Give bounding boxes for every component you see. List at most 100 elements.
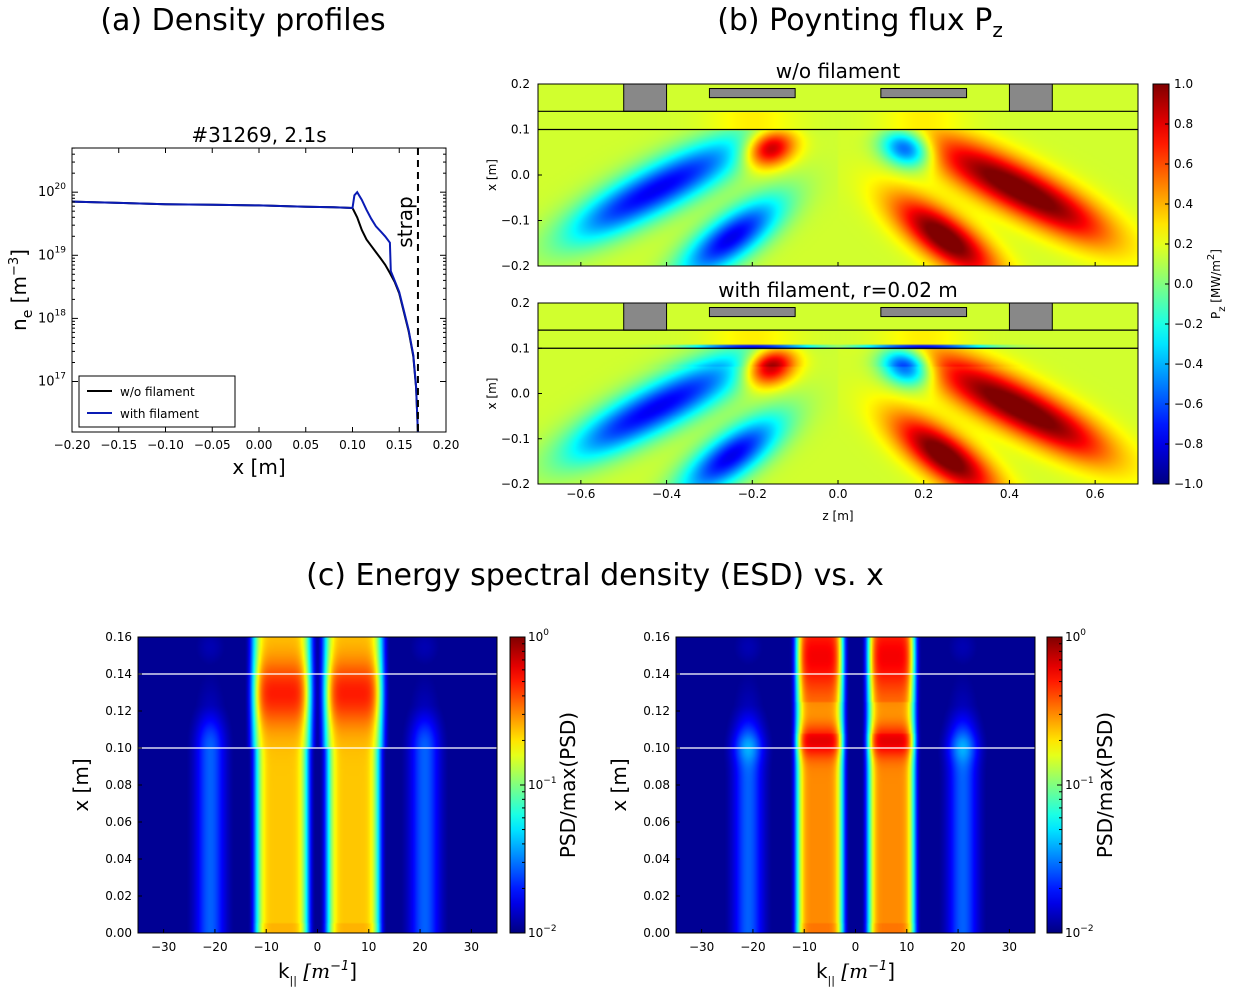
poynting-y-axis-label-1: x [m]: [485, 378, 499, 410]
esd-x-tick-label: 30: [464, 940, 479, 954]
density-legend-label-1: with filament: [120, 407, 199, 421]
poynting-y-tick-label: −0.2: [501, 477, 530, 491]
esd-y-tick-label: 0.08: [643, 778, 670, 792]
density-y-tick-label: 1020: [38, 182, 66, 200]
poynting-y-tick-label: 0.2: [511, 296, 530, 310]
section-title-c: (c) Energy spectral density (ESD) vs. x: [306, 558, 884, 593]
density-y-tick-label: 1019: [38, 245, 66, 263]
esd-colorbar-tick-label: 10−2: [1065, 924, 1094, 940]
poynting-x-tick-label: 0.4: [1000, 487, 1019, 501]
density-legend: w/o filament with filament: [78, 375, 236, 428]
density-x-tick-label: 0.05: [292, 438, 319, 452]
poynting-colorbar-tick-label: −0.6: [1174, 397, 1203, 411]
esd-y-tick-label: 0.00: [643, 926, 670, 940]
esd-x-tick-label: −30: [151, 940, 176, 954]
esd-y-tick-label: 0.02: [643, 889, 670, 903]
esd-y-tick-label: 0.04: [643, 852, 670, 866]
antenna-strap-0: [708, 307, 796, 318]
density-legend-label-0: w/o filament: [120, 385, 195, 399]
poynting-panel-title-0: w/o filament: [776, 59, 901, 83]
poynting-x-tick-label: −0.2: [738, 487, 767, 501]
esd-x-tick-label: 20: [950, 940, 965, 954]
density-profile-chart: #31269, 2.1s strap −0.20 −0.15 −0.10 −0.05 0.0…: [7, 123, 459, 479]
density-x-tick-label: −0.20: [54, 438, 91, 452]
density-y-tick-label: 1017: [38, 372, 66, 390]
esd-y-axis-label-1: x [m]: [607, 758, 631, 811]
poynting-panel-1: with filament, r=0.02 m −0.2 −0.1 0.0 0.1 0.2…: [485, 278, 1139, 491]
esd-y-tick-label: 0.12: [643, 704, 670, 718]
poynting-colorbar-tick-label: −0.2: [1174, 317, 1203, 331]
density-chart-title: #31269, 2.1s: [191, 123, 326, 147]
esd-x-tick-label: 10: [361, 940, 376, 954]
poynting-panel-0: w/o filament −0.2 −0.1 0.0 0.1 0.2 x [m]: [485, 59, 1139, 273]
poynting-colorbar-tick-label: 0.0: [1174, 277, 1193, 291]
antenna-strap-0: [708, 88, 796, 99]
poynting-y-axis-label-0: x [m]: [485, 159, 499, 191]
esd-x-tick-label: −30: [689, 940, 714, 954]
esd-y-tick-label: 0.16: [643, 630, 670, 644]
antenna-strap-1: [880, 88, 968, 99]
esd-y-tick-label: 0.08: [105, 778, 132, 792]
poynting-y-tick-label: 0.2: [511, 77, 530, 91]
poynting-x-tick-label: −0.4: [652, 487, 681, 501]
poynting-x-tick-label: 0.6: [1086, 487, 1105, 501]
esd-x-tick-label: −20: [202, 940, 227, 954]
poynting-colorbar-tick-label: −0.8: [1174, 437, 1203, 451]
esd-colorbar-tick-label: 100: [528, 628, 549, 644]
density-x-tick-label: 0.00: [246, 438, 273, 452]
density-series-line-1: [71, 190, 419, 433]
esd-x-tick-label: 0: [314, 940, 322, 954]
esd-y-tick-label: 0.14: [105, 667, 132, 681]
poynting-colorbar-tick-label: 0.4: [1174, 197, 1193, 211]
antenna-strap-1: [880, 307, 968, 318]
esd-y-tick-label: 0.14: [643, 667, 670, 681]
esd-panel-1: 0.00 0.02 0.04 0.06 0.08 0.10 0.12 0.14 0.16 −30 −…: [607, 628, 1117, 987]
esd-x-tick-label: 20: [412, 940, 427, 954]
poynting-colorbar-label: Pz [MW/m2]: [1206, 249, 1228, 319]
esd-y-tick-label: 0.06: [105, 815, 132, 829]
poynting-heatmap-0: [538, 84, 1138, 266]
poynting-colorbar-tick-label: −1.0: [1174, 477, 1203, 491]
esd-panel-0: 0.00 0.02 0.04 0.06 0.08 0.10 0.12 0.14 0.16 −30 −…: [69, 628, 580, 987]
poynting-colorbar-tick-label: 1.0: [1174, 77, 1193, 91]
esd-y-tick-label: 0.16: [105, 630, 132, 644]
density-x-tick-label: 0.20: [433, 438, 460, 452]
poynting-y-tick-label: −0.2: [501, 259, 530, 273]
poynting-colorbar-tick-label: −0.4: [1174, 357, 1203, 371]
esd-x-axis-label-1: k|| [m−1]: [816, 959, 895, 987]
esd-x-tick-label: 30: [1002, 940, 1017, 954]
section-title-b-sub: z: [992, 18, 1003, 42]
antenna-limiter-1: [1008, 83, 1053, 112]
poynting-y-tick-label: 0.1: [511, 123, 530, 137]
esd-x-tick-label: −20: [740, 940, 765, 954]
poynting-colorbar-tick-label: 0.2: [1174, 237, 1193, 251]
poynting-x-tick-label: 0.0: [828, 487, 847, 501]
esd-x-tick-label: 0: [852, 940, 860, 954]
esd-colorbar-label-0: PSD/max(PSD): [556, 712, 580, 858]
poynting-x-tick-label: 0.2: [914, 487, 933, 501]
density-y-axis-label: ne [m−3]: [7, 249, 36, 331]
density-x-tick-label: −0.05: [194, 438, 231, 452]
poynting-colorbar-tick-label: 0.8: [1174, 117, 1193, 131]
poynting-flux-chart: w/o filament−0.2−0.10.00.10.2x [m]with f…: [485, 59, 1228, 523]
poynting-y-tick-label: 0.0: [511, 387, 530, 401]
poynting-heatmap-1: [538, 303, 1138, 484]
strap-label: strap: [393, 196, 417, 247]
antenna-limiter-1: [1008, 302, 1053, 331]
esd-colorbar-label-1: PSD/max(PSD): [1093, 712, 1117, 858]
poynting-y-tick-label: 0.1: [511, 341, 530, 355]
density-x-tick-label: −0.15: [100, 438, 137, 452]
esd-y-tick-label: 0.10: [105, 741, 132, 755]
esd-x-tick-label: 10: [899, 940, 914, 954]
density-y-tick-label: 1018: [38, 308, 66, 326]
poynting-panel-title-1: with filament, r=0.02 m: [718, 278, 958, 302]
poynting-y-tick-label: 0.0: [511, 168, 530, 182]
esd-heatmap-0: [138, 637, 497, 933]
section-title-a: (a) Density profiles: [100, 3, 385, 38]
esd-y-tick-label: 0.00: [105, 926, 132, 940]
antenna-limiter-0: [623, 83, 668, 112]
section-title-b: (b) Poynting flux Pz: [717, 3, 1003, 42]
antenna-limiter-0: [623, 302, 668, 331]
esd-x-tick-label: −10: [792, 940, 817, 954]
